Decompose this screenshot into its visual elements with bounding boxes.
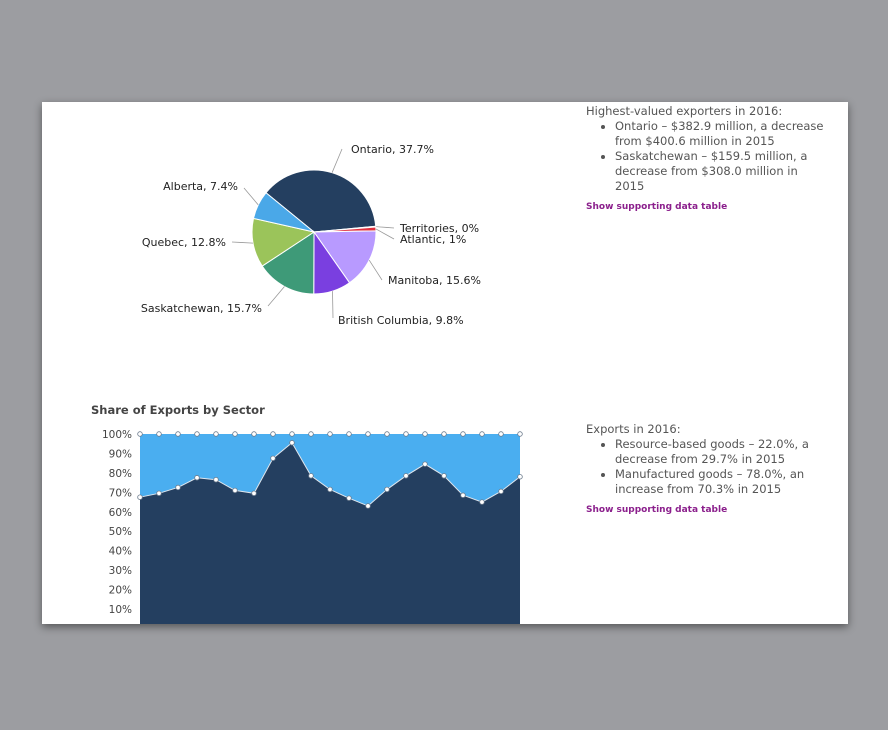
lower-point-5[interactable] [232,487,238,494]
upper-point-4[interactable] [213,431,219,437]
upper-point-13[interactable] [384,431,390,437]
lower-point-15[interactable] [422,461,428,467]
lower-point-17[interactable] [460,492,466,498]
y-tick-label-60: 60% [109,507,132,519]
upper-point-15[interactable] [422,431,428,437]
upper-point-6[interactable] [251,431,257,437]
upper-point-20[interactable] [517,431,523,437]
pie-connector-2 [375,228,395,240]
y-tick-label-70: 70% [109,487,132,499]
upper-point-17[interactable] [460,431,466,437]
upper-point-12[interactable] [365,431,371,437]
pie-slice-0[interactable] [265,169,377,233]
y-tick-label-10: 10% [109,604,132,616]
upper-point-14[interactable] [403,431,409,437]
lower-point-20[interactable] [517,474,523,480]
area-info-list: Resource-based goods – 22.0%, a decrease… [586,437,826,497]
y-tick-label-30: 30% [109,565,132,577]
pie-label-0: Ontario, 37.7% [351,143,434,156]
upper-point-7[interactable] [270,431,276,437]
pie-slice-7[interactable] [252,192,315,233]
pie-info-panel: Highest-valued exporters in 2016: Ontari… [586,104,826,215]
area-info-item-resource: Resource-based goods – 22.0%, a decrease… [615,437,826,467]
area-series-lower [140,442,520,624]
upper-point-18[interactable] [479,431,485,437]
lower-point-10[interactable] [327,486,333,493]
pie-label-4: British Columbia, 9.8% [338,314,464,327]
pie-label-1: Territories, 0% [399,222,479,235]
upper-point-8[interactable] [289,431,295,437]
upper-point-16[interactable] [441,431,447,437]
upper-point-2[interactable] [175,431,181,437]
lower-point-16[interactable] [441,473,447,479]
lower-point-13[interactable] [384,486,390,493]
upper-point-10[interactable] [327,431,333,437]
pie-connector-1 [375,226,395,229]
pie-info-list: Ontario – $382.9 million, a decrease fro… [586,119,826,194]
y-tick-label-40: 40% [109,546,132,558]
pie-label-7: Alberta, 7.4% [163,180,238,193]
exports-by-province-pie-chart: Ontario, 37.7% Territories, 0%Atlantic, 1… [141,143,481,327]
upper-point-0[interactable] [137,431,143,437]
pie-label-6: Quebec, 12.8% [142,236,226,249]
pie-connector-5 [267,286,285,307]
lower-point-11[interactable] [346,495,352,501]
lower-point-4[interactable] [213,476,219,483]
pie-connector-6 [231,241,254,244]
pie-slice-5[interactable] [261,231,315,295]
pie-connector-3 [368,259,383,281]
pie-info-item-ontario: Ontario – $382.9 million, a decrease fro… [615,119,826,149]
pie-info-item-saskatchewan: Saskatchewan – $159.5 million, a decreas… [615,149,826,194]
lower-point-6[interactable] [251,490,257,497]
lower-point-7[interactable] [270,455,276,462]
area-info-panel: Exports in 2016: Resource-based goods – … [586,422,826,518]
lower-point-9[interactable] [308,473,314,479]
pie-slice-3[interactable] [313,230,377,284]
upper-point-11[interactable] [346,431,352,437]
area-info-item-manufactured: Manufactured goods – 78.0%, an increase … [615,467,826,497]
lower-point-14[interactable] [403,473,409,479]
upper-point-19[interactable] [498,431,504,437]
lower-point-1[interactable] [156,490,162,497]
lower-point-3[interactable] [194,475,200,481]
y-tick-label-20: 20% [109,585,132,597]
pie-info-heading: Highest-valued exporters in 2016: [586,104,783,118]
area-info-heading: Exports in 2016: [586,422,681,436]
pie-label-2: Atlantic, 1% [400,233,466,246]
upper-point-5[interactable] [232,431,238,437]
y-tick-label-50: 50% [109,526,132,538]
lower-point-2[interactable] [175,484,181,491]
pie-label-3: Manitoba, 15.6% [388,274,481,287]
pie-connector-0 [331,148,343,173]
pie-connector-7 [243,187,259,206]
page-card: Ontario, 37.7% Territories, 0% Atlantic, 1… [42,102,848,624]
pie-data-table-link[interactable]: Show supporting data table [586,202,728,212]
upper-point-3[interactable] [194,431,200,437]
area-data-table-link[interactable]: Show supporting data table [586,505,728,515]
upper-point-1[interactable] [156,431,162,437]
lower-point-12[interactable] [365,503,371,509]
y-tick-label-90: 90% [109,448,132,460]
share-of-exports-area-chart: 10% 20% 30% 40% 50% 60% 70% 80% 90% 100% [102,429,523,624]
lower-point-18[interactable] [479,499,485,505]
lower-point-19[interactable] [498,488,504,495]
lower-point-8[interactable] [289,440,295,446]
pie-label-5: Saskatchewan, 15.7% [141,302,262,315]
area-chart-title: Share of Exports by Sector [91,403,265,417]
y-tick-label-80: 80% [109,468,132,480]
y-tick-label-100: 100% [102,429,132,441]
upper-point-9[interactable] [308,431,314,437]
lower-point-0[interactable] [137,494,143,500]
